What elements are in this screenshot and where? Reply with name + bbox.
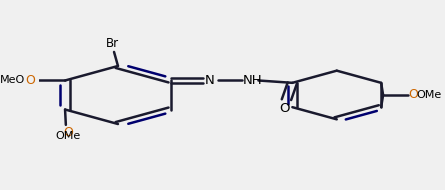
Text: OMe: OMe [416, 90, 441, 100]
Text: NH: NH [243, 74, 263, 87]
Text: O: O [63, 126, 73, 139]
Text: O: O [26, 74, 36, 87]
Text: OMe: OMe [55, 131, 81, 141]
Text: O: O [409, 88, 419, 101]
Text: O: O [279, 102, 290, 115]
Text: Br: Br [105, 37, 119, 50]
Text: N: N [204, 74, 214, 87]
Text: MeO: MeO [0, 75, 25, 85]
